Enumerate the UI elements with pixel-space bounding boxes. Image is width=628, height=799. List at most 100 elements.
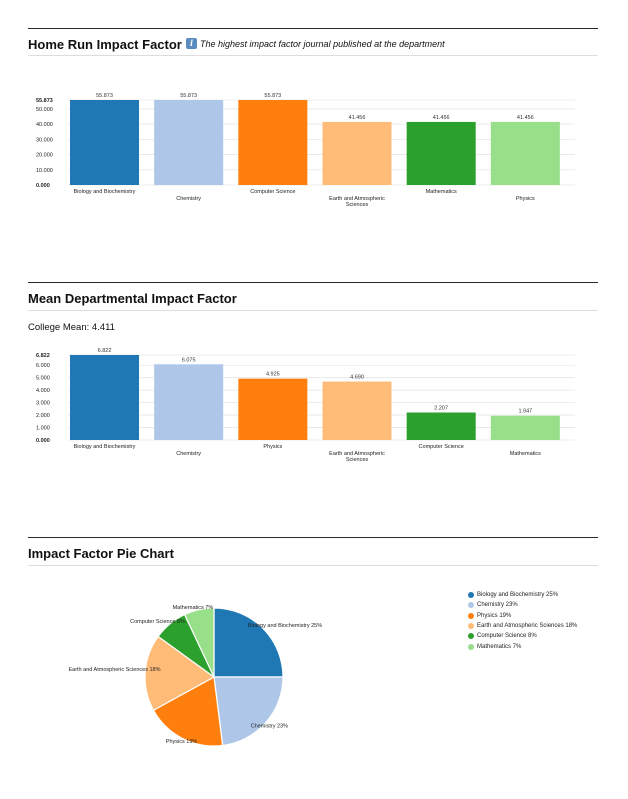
y-tick-label: 3.000 — [36, 401, 50, 407]
bar-value-label: 55.873 — [96, 93, 113, 99]
bar-value-label: 41.456 — [517, 115, 534, 121]
x-tick-label: Earth and Atmospheric — [329, 196, 385, 202]
bar — [406, 412, 476, 440]
bar — [238, 100, 308, 185]
mean-section: Mean Departmental Impact Factor College … — [28, 0, 598, 520]
x-tick-label: Physics — [516, 196, 535, 202]
legend-swatch — [468, 592, 474, 599]
section-divider — [28, 537, 598, 538]
bar-value-label: 41.456 — [349, 115, 366, 121]
bar-value-label: 1.947 — [518, 409, 532, 415]
pie-legend: Biology and Biochemistry 25% Chemistry 23… — [468, 590, 577, 652]
bar-value-label: 55.873 — [180, 93, 197, 99]
y-tick-label: 1.000 — [36, 426, 50, 432]
home-run-bar-chart: 0.000 10.000 20.000 30.000 40.000 50.000 55.87… — [36, 93, 575, 208]
bar — [322, 381, 392, 440]
pie-slice — [183, 607, 215, 678]
bar — [70, 100, 140, 185]
pie-slice-label: Chemistry 23% — [251, 724, 288, 730]
bar-value-label: 55.873 — [264, 93, 281, 99]
pie-slice — [213, 676, 284, 747]
legend-swatch — [468, 602, 474, 609]
pie-slice-label: Mathematics 7% — [173, 605, 214, 611]
college-mean-label: College Mean: 4.411 — [28, 322, 115, 333]
y-tick-label: 40.000 — [36, 122, 53, 128]
section-underline — [28, 565, 598, 566]
y-tick-label: 50.000 — [36, 107, 53, 113]
legend-item[interactable]: Chemistry 23% — [468, 600, 577, 610]
legend-item[interactable]: Earth and Atmospheric Sciences 18% — [468, 621, 577, 631]
y-tick-label: 20.000 — [36, 153, 53, 159]
x-tick-label: Earth and Atmospheric — [329, 451, 385, 457]
bar-value-label: 4.925 — [266, 372, 280, 378]
pie-slice — [213, 607, 284, 678]
y-tick-label: 6.822 — [36, 353, 50, 359]
pie-slice-label: Earth and Atmospheric Sciences 18% — [68, 667, 160, 673]
bar-value-label: 4.690 — [350, 375, 364, 381]
y-tick-label: 55.873 — [36, 98, 53, 104]
legend-label: Computer Science 8% — [477, 633, 537, 640]
bar — [70, 355, 140, 440]
section-divider — [28, 28, 598, 29]
section-underline — [28, 55, 598, 56]
pie-slice-label: Computer Science 8% — [130, 619, 185, 625]
legend-label: Physics 19% — [477, 612, 512, 619]
pie-slice — [152, 676, 224, 747]
mean-title: Mean Departmental Impact Factor — [28, 291, 237, 306]
pie-slice — [144, 635, 216, 712]
y-tick-label: 0.000 — [36, 438, 50, 444]
mean-bar-chart: 0.000 1.000 2.000 3.000 4.000 5.000 6.000 6.822… — [36, 348, 575, 463]
y-tick-label: 6.000 — [36, 363, 50, 369]
legend-label: Biology and Biochemistry 25% — [477, 592, 559, 599]
x-tick-label: Computer Science — [250, 189, 295, 195]
y-tick-label: 5.000 — [36, 376, 50, 382]
section-divider — [28, 282, 598, 283]
bar-value-label: 6.075 — [182, 357, 196, 363]
legend-swatch — [468, 612, 474, 619]
x-tick-label: Mathematics — [510, 451, 541, 457]
home-run-subtitle: The highest impact factor journal publis… — [200, 39, 445, 49]
bar-value-label: 6.822 — [98, 348, 112, 354]
y-tick-label: 0.000 — [36, 183, 50, 189]
legend-swatch — [468, 643, 474, 650]
bar — [406, 121, 476, 185]
legend-label: Chemistry 23% — [477, 602, 518, 609]
legend-item[interactable]: Computer Science 8% — [468, 631, 577, 641]
info-icon[interactable]: i — [186, 38, 197, 49]
x-tick-label: Mathematics — [426, 189, 457, 195]
bar-value-label: 2.207 — [434, 406, 448, 412]
bar-value-label: 41.456 — [433, 115, 450, 121]
x-tick-label: Chemistry — [176, 451, 201, 457]
x-tick-label: Computer Science — [419, 444, 464, 450]
bar — [490, 415, 560, 440]
impact-pie-chart: Biology and Biochemistry 25% Chemistry 23… — [68, 605, 322, 747]
legend-swatch — [468, 633, 474, 640]
y-tick-label: 30.000 — [36, 137, 53, 143]
x-tick-label: Sciences — [346, 202, 369, 208]
legend-item[interactable]: Biology and Biochemistry 25% — [468, 590, 577, 600]
x-tick-label: Physics — [263, 444, 282, 450]
legend-item[interactable]: Physics 19% — [468, 611, 577, 621]
x-tick-label: Biology and Biochemistry — [74, 189, 136, 195]
bar — [154, 100, 224, 185]
y-tick-label: 10.000 — [36, 168, 53, 174]
legend-item[interactable]: Mathematics 7% — [468, 641, 577, 651]
x-tick-label: Biology and Biochemistry — [74, 444, 136, 450]
x-tick-label: Chemistry — [176, 196, 201, 202]
bar — [490, 121, 560, 185]
legend-label: Earth and Atmospheric Sciences 18% — [477, 623, 578, 630]
x-tick-label: Sciences — [346, 457, 369, 463]
home-run-title: Home Run Impact Factor — [28, 37, 182, 52]
bar — [322, 121, 392, 185]
y-tick-label: 4.000 — [36, 388, 50, 394]
legend-swatch — [468, 623, 474, 630]
y-tick-label: 2.000 — [36, 413, 50, 419]
pie-slice-label: Biology and Biochemistry 25% — [248, 623, 322, 629]
pie-title: Impact Factor Pie Chart — [28, 546, 174, 561]
home-run-section: Home Run Impact Factor i The highest imp… — [28, 0, 598, 270]
section-underline — [28, 310, 598, 311]
pie-slice-label: Physics 19% — [166, 739, 198, 745]
bar — [154, 364, 224, 440]
bar — [238, 378, 308, 440]
pie-section: Impact Factor Pie Chart — [28, 0, 598, 799]
